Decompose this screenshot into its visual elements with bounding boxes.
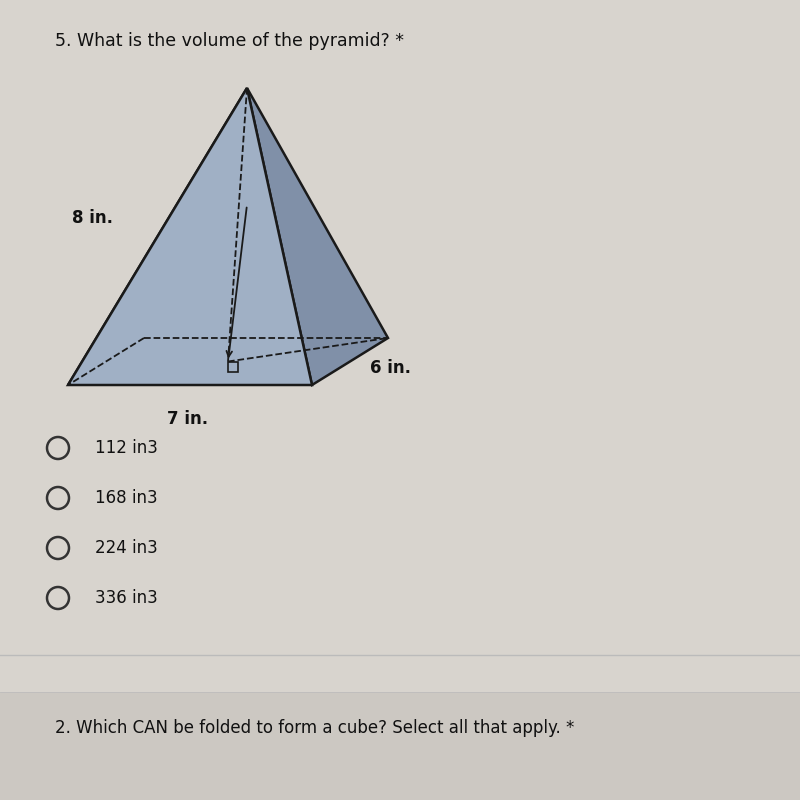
Polygon shape xyxy=(68,88,312,385)
Text: 5. What is the volume of the pyramid? *: 5. What is the volume of the pyramid? * xyxy=(55,32,404,50)
Polygon shape xyxy=(68,88,247,385)
Text: 168 in3: 168 in3 xyxy=(95,489,158,507)
Text: 112 in3: 112 in3 xyxy=(95,439,158,457)
Text: 8 in.: 8 in. xyxy=(72,209,113,227)
Text: 2. Which CAN be folded to form a cube? Select all that apply. *: 2. Which CAN be folded to form a cube? S… xyxy=(55,719,574,737)
Text: 224 in3: 224 in3 xyxy=(95,539,158,557)
Polygon shape xyxy=(247,88,388,385)
Text: 7 in.: 7 in. xyxy=(167,410,209,428)
Text: 336 in3: 336 in3 xyxy=(95,589,158,607)
Text: 6 in.: 6 in. xyxy=(370,359,411,377)
Bar xyxy=(0,692,800,800)
